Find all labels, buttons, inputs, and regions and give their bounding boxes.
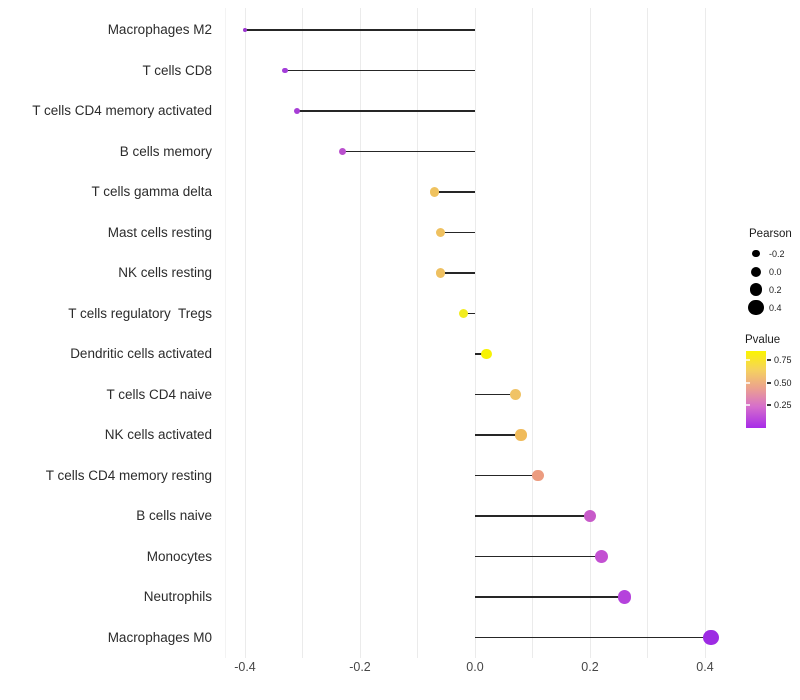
size-legend-label: -0.2 [769,248,785,259]
category-label: Macrophages M0 [107,629,212,645]
color-legend-tick [767,404,771,407]
lollipop-stem [475,393,516,396]
lollipop-dot [532,469,545,482]
color-legend-tick [746,381,750,384]
color-legend-tick [746,404,750,407]
lollipop-dot [242,27,248,33]
gridline [302,8,303,658]
size-legend-label: 0.2 [769,284,782,295]
lollipop-stem [463,312,475,315]
lollipop-dot [617,590,632,604]
lollipop-stem [434,191,475,193]
gridline [532,8,533,658]
category-label: T cells regulatory Tregs [68,305,212,321]
gridline [589,8,591,658]
size-legend-title: Pearson [749,228,792,240]
lollipop-stem [475,474,539,477]
lollipop-dot [458,308,469,319]
lollipop-stem [285,69,475,72]
x-tick-label: -0.4 [234,660,256,674]
color-legend-label: 0.25 [774,400,792,411]
category-label: T cells CD4 memory activated [32,103,212,118]
size-legend-dot [748,299,764,316]
lollipop-dot [509,388,521,400]
category-label: Neutrophils [143,589,212,604]
category-label: B cells naive [136,508,212,523]
size-legend-label: 0.4 [769,302,782,313]
color-legend-label: 0.50 [774,377,792,388]
lollipop-dot [583,509,597,523]
x-tick-label: -0.2 [349,660,371,674]
gridline [474,8,476,658]
category-label: T cells gamma delta [91,184,212,199]
gridline [704,8,706,658]
lollipop-stem [296,110,475,112]
x-tick-label: 0.2 [581,660,599,674]
lollipop-dot [435,268,446,278]
category-label: Mast cells resting [107,224,212,240]
size-legend-label: 0.0 [769,266,782,277]
lollipop-stem [475,434,521,436]
color-legend-label: 0.75 [774,355,792,365]
lollipop-stem [342,150,475,153]
category-label: T cells CD8 [142,62,212,78]
category-label: T cells CD4 memory resting [45,467,212,483]
category-label: Dendritic cells activated [70,346,212,361]
lollipop-stem [440,272,475,274]
lollipop-stem [475,353,487,355]
category-label: B cells memory [119,143,212,159]
category-label: Macrophages M2 [107,22,212,37]
panel-left-edge [225,8,226,658]
size-legend-dot [749,283,763,297]
lollipop-dot [481,348,492,360]
lollipop-dot [594,549,609,564]
category-label: NK cells resting [118,265,212,280]
color-legend-tick [767,359,771,361]
lollipop-stem [475,515,590,517]
gridline [359,8,361,658]
lollipop-stem [475,636,711,639]
color-legend-title: Pvalue [745,334,781,346]
x-tick-label: 0.4 [696,660,714,674]
gridline [417,8,418,658]
category-label: NK cells activated [104,427,212,442]
x-tick-label: 0.0 [466,660,484,674]
color-legend-tick [746,359,750,361]
lollipop-dot [702,629,719,646]
category-label: Monocytes [146,548,212,564]
lollipop-stem [245,29,475,31]
color-legend-gradient-bar [746,351,766,428]
lollipop-dot [435,227,446,238]
size-legend-dot [750,266,762,277]
lollipop-dot [282,67,289,74]
gridline [244,8,246,658]
lollipop-stem [475,596,625,598]
color-legend-tick [767,381,771,384]
gridline [647,8,648,658]
lollipop-dot [339,148,347,156]
size-legend-dot [752,249,760,258]
lollipop-dot [293,108,300,114]
category-label: T cells CD4 naive [106,386,212,402]
lollipop-dot [430,187,440,197]
lollipop-dot [515,429,527,441]
lollipop-stem [440,231,475,234]
lollipop-stem [475,555,602,558]
